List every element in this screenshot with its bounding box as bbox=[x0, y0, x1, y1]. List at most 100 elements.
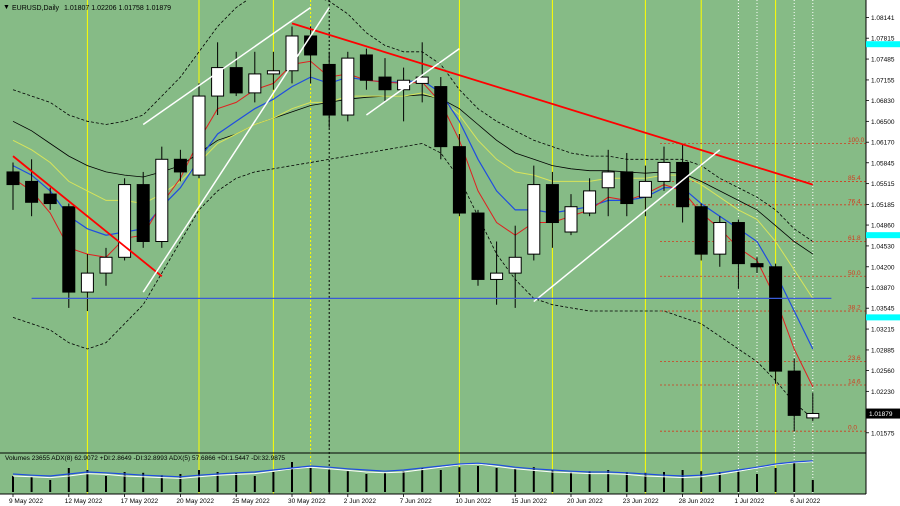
trend-line-red-short bbox=[12, 155, 163, 277]
chart-dropdown-icon[interactable]: ▼ bbox=[3, 4, 10, 11]
candle-body-23 bbox=[434, 86, 448, 148]
candle-body-8 bbox=[155, 158, 169, 242]
date-axis: 9 May 2022 12 May 2022 17 May 2022 20 May 2… bbox=[9, 494, 821, 505]
candle-body-42 bbox=[787, 370, 801, 416]
price-tick-label-1: 1.07815 bbox=[871, 36, 895, 43]
candle-body-16 bbox=[304, 35, 318, 56]
trend-line-white-channel-mid bbox=[365, 48, 460, 116]
date-tick-label-13: 1 Jul 2022 bbox=[734, 498, 764, 505]
candle-body-14 bbox=[266, 70, 280, 75]
candle-body-19 bbox=[359, 54, 373, 81]
price-tick-label-11: 1.04530 bbox=[871, 243, 895, 250]
date-tick-label-10: 20 Jun 2022 bbox=[567, 498, 603, 505]
trend-lines bbox=[12, 6, 832, 303]
candle-body-37 bbox=[694, 206, 708, 255]
candle-body-39 bbox=[731, 222, 745, 265]
current-price-label: 1.01879 bbox=[869, 411, 893, 418]
fib-level-label-6: 23.6 bbox=[848, 355, 861, 362]
candle-body-43 bbox=[806, 412, 820, 419]
price-axis: 1.08141 1.07815 1.07485 1.07155 1.06830 1.065… bbox=[866, 15, 900, 437]
cyan-price-marker-0 bbox=[866, 41, 900, 48]
candle-body-13 bbox=[248, 73, 262, 94]
price-tick-label-15: 1.03215 bbox=[871, 327, 895, 334]
price-tick-label-8: 1.05515 bbox=[871, 181, 895, 188]
bollinger-upper-line bbox=[12, 0, 814, 242]
cyan-price-marker-2 bbox=[866, 314, 900, 321]
candle-body-34 bbox=[638, 180, 652, 198]
trend-line-white-channel-up bbox=[142, 7, 330, 293]
candle-body-36 bbox=[676, 161, 690, 208]
candle-body-26 bbox=[490, 272, 504, 280]
date-tick-label-3: 20 May 2022 bbox=[176, 498, 214, 505]
candle-body-17 bbox=[322, 63, 336, 116]
candle-body-1 bbox=[25, 180, 39, 203]
symbol-label: EURUSD,Daily bbox=[12, 5, 60, 12]
candle-body-3 bbox=[62, 206, 76, 293]
date-axis-panel bbox=[0, 494, 900, 506]
cyan-price-marker-1 bbox=[866, 232, 900, 239]
fibonacci-levels: 100.0 85.4 76.4 61.8 50.0 38.2 23.6 14.6 0.0 bbox=[660, 137, 866, 432]
candle-body-27 bbox=[508, 256, 522, 274]
candle-body-20 bbox=[378, 76, 392, 91]
candle-body-0 bbox=[6, 171, 20, 186]
candle-body-29 bbox=[545, 184, 559, 224]
date-tick-label-11: 23 Jun 2022 bbox=[623, 498, 659, 505]
price-tick-label-7: 1.05845 bbox=[871, 160, 895, 167]
candle-body-28 bbox=[527, 184, 541, 255]
price-tick-label-3: 1.07155 bbox=[871, 77, 895, 84]
candle-body-5 bbox=[99, 256, 113, 274]
price-tick-label-0: 1.08141 bbox=[871, 15, 895, 22]
fib-level-label-1: 85.4 bbox=[848, 175, 861, 182]
date-tick-label-2: 17 May 2022 bbox=[121, 498, 159, 505]
candle-body-7 bbox=[136, 184, 150, 242]
price-tick-label-16: 1.02885 bbox=[871, 347, 895, 354]
trend-line-white-channel-low bbox=[533, 149, 721, 303]
price-tick-label-10: 1.04860 bbox=[871, 223, 895, 230]
ohlc-values: 1.01807 1.02206 1.01758 1.01879 bbox=[64, 5, 171, 12]
price-tick-label-4: 1.06830 bbox=[871, 98, 895, 105]
candle-body-41 bbox=[769, 266, 783, 372]
candle-body-10 bbox=[192, 95, 206, 176]
date-tick-label-14: 6 Jul 2022 bbox=[790, 498, 820, 505]
volumes-indicator-label: Volumes 23655 ADX(8) 62.9072 +DI:2.8649 … bbox=[5, 455, 285, 462]
price-tick-label-18: 1.02230 bbox=[871, 389, 895, 396]
price-tick-label-6: 1.06170 bbox=[871, 140, 895, 147]
price-tick-label-9: 1.05185 bbox=[871, 202, 895, 209]
price-tick-label-17: 1.02560 bbox=[871, 368, 895, 375]
fib-level-label-0: 100.0 bbox=[848, 137, 865, 144]
date-tick-label-7: 7 Jun 2022 bbox=[400, 498, 433, 505]
date-tick-label-1: 12 May 2022 bbox=[65, 498, 103, 505]
adx-blue-line bbox=[12, 460, 813, 478]
trend-line-white-channel-up-2 bbox=[142, 6, 312, 126]
candle-body-38 bbox=[713, 222, 727, 255]
volume-panel: 1273900 bbox=[12, 454, 892, 493]
candle-body-2 bbox=[43, 193, 57, 205]
price-tick-label-13: 1.03870 bbox=[871, 285, 895, 292]
price-tick-label-5: 1.06500 bbox=[871, 119, 895, 126]
candle-body-9 bbox=[173, 158, 187, 173]
price-tick-label-2: 1.07485 bbox=[871, 57, 895, 64]
fib-level-label-3: 61.8 bbox=[848, 235, 861, 242]
candle-body-4 bbox=[80, 272, 94, 293]
date-tick-label-12: 28 Jun 2022 bbox=[679, 498, 715, 505]
candle-body-24 bbox=[452, 146, 466, 214]
current-price-tag bbox=[866, 408, 900, 419]
candle-body-33 bbox=[620, 171, 634, 205]
candle-body-31 bbox=[583, 190, 597, 214]
price-tick-label-12: 1.04200 bbox=[871, 264, 895, 271]
date-tick-label-5: 30 May 2022 bbox=[288, 498, 326, 505]
adx-white-line bbox=[12, 461, 813, 479]
date-tick-label-4: 25 May 2022 bbox=[232, 498, 270, 505]
price-tick-label-14: 1.03545 bbox=[871, 306, 895, 313]
date-tick-label-0: 9 May 2022 bbox=[9, 498, 43, 505]
date-tick-label-8: 10 Jun 2022 bbox=[455, 498, 491, 505]
candle-body-40 bbox=[750, 263, 764, 268]
fib-level-label-8: 0.0 bbox=[848, 425, 857, 432]
bollinger-lower-line bbox=[12, 143, 814, 419]
candle-body-30 bbox=[564, 206, 578, 233]
fib-level-label-4: 50.0 bbox=[848, 270, 861, 277]
price-axis-panel bbox=[866, 0, 900, 506]
candle-body-6 bbox=[118, 184, 132, 258]
